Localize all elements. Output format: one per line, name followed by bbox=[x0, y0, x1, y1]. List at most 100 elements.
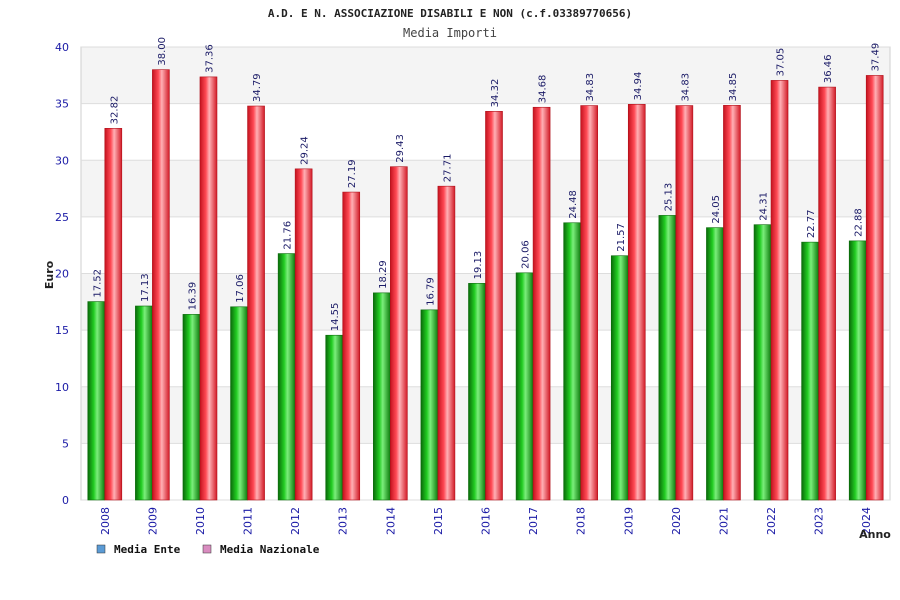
x-tick-label: 2018 bbox=[575, 507, 588, 535]
data-label: 16.39 bbox=[187, 282, 198, 311]
bar-media-nazionale-2014 bbox=[390, 166, 408, 501]
bar-media-ente-2022 bbox=[753, 224, 772, 501]
x-tick-label: 2014 bbox=[384, 507, 397, 535]
bar-media-nazionale-2018 bbox=[580, 105, 598, 501]
data-label: 25.13 bbox=[663, 183, 674, 212]
bar-media-ente-2009 bbox=[135, 305, 153, 501]
data-label: 19.13 bbox=[473, 251, 484, 280]
data-label: 22.77 bbox=[806, 209, 817, 238]
bar-media-nazionale-2015 bbox=[437, 185, 456, 501]
bar-media-ente-2011 bbox=[230, 306, 248, 501]
x-axis-label: Anno bbox=[859, 528, 891, 541]
data-label: 38.00 bbox=[157, 37, 168, 66]
data-label: 21.76 bbox=[283, 221, 294, 250]
x-tick-label: 2013 bbox=[337, 507, 350, 535]
bar-media-ente-2008 bbox=[87, 301, 106, 501]
bar-media-nazionale-2012 bbox=[294, 168, 313, 501]
y-tick-label: 5 bbox=[62, 437, 69, 450]
data-label: 37.49 bbox=[871, 43, 882, 72]
data-label: 17.13 bbox=[140, 273, 151, 302]
bars bbox=[87, 69, 884, 501]
data-label: 22.88 bbox=[854, 208, 865, 237]
x-tick-label: 2024 bbox=[860, 507, 873, 535]
data-label: 18.29 bbox=[378, 260, 389, 289]
data-label: 17.52 bbox=[92, 269, 103, 298]
y-tick-label: 25 bbox=[55, 211, 69, 224]
x-tick-label: 2008 bbox=[99, 507, 112, 535]
x-tick-label: 2020 bbox=[670, 507, 683, 535]
data-label: 14.55 bbox=[330, 303, 341, 332]
data-label: 34.94 bbox=[633, 72, 644, 101]
data-label: 29.43 bbox=[395, 134, 406, 163]
data-label: 17.06 bbox=[235, 274, 246, 303]
chart-subtitle: Media Importi bbox=[403, 26, 497, 40]
y-axis-label: Euro bbox=[43, 260, 56, 289]
bar-media-nazionale-2021 bbox=[723, 105, 741, 501]
bar-media-ente-2015 bbox=[420, 309, 439, 501]
bar-media-ente-2020 bbox=[658, 215, 677, 501]
bar-media-ente-2023 bbox=[801, 241, 819, 501]
data-label: 16.79 bbox=[425, 277, 436, 306]
x-axis-ticks: 2008 2009 2010 2011 2012 2013 2014 2015 2016 2017… bbox=[99, 507, 873, 535]
data-label: 34.79 bbox=[252, 73, 263, 102]
bar-media-ente-2014 bbox=[373, 292, 391, 501]
y-tick-label: 35 bbox=[55, 98, 69, 111]
data-label: 21.57 bbox=[616, 223, 627, 252]
y-axis-ticks: 0 5 10 15 20 25 30 35 40 bbox=[55, 41, 69, 507]
bar-media-nazionale-2023 bbox=[818, 86, 836, 501]
y-tick-label: 20 bbox=[55, 268, 69, 281]
data-label: 37.05 bbox=[776, 48, 787, 77]
bar-media-nazionale-2019 bbox=[627, 104, 646, 501]
data-label: 29.24 bbox=[300, 136, 311, 165]
x-tick-label: 2010 bbox=[194, 507, 207, 535]
bar-media-nazionale-2013 bbox=[342, 191, 361, 501]
data-label: 34.85 bbox=[728, 73, 739, 102]
data-label: 24.05 bbox=[711, 195, 722, 224]
bar-media-ente-2024 bbox=[848, 240, 867, 501]
bar-media-ente-2017 bbox=[515, 272, 534, 501]
bar-media-ente-2021 bbox=[706, 227, 724, 501]
x-tick-label: 2021 bbox=[717, 507, 730, 535]
data-label: 37.36 bbox=[204, 44, 215, 73]
x-tick-label: 2011 bbox=[242, 507, 255, 535]
bar-media-ente-2019 bbox=[610, 255, 629, 501]
bar-media-nazionale-2020 bbox=[675, 105, 694, 501]
data-label: 24.31 bbox=[759, 192, 770, 221]
bar-media-nazionale-2009 bbox=[152, 69, 170, 501]
bar-media-ente-2012 bbox=[277, 253, 296, 501]
x-tick-label: 2009 bbox=[146, 507, 159, 535]
bar-media-nazionale-2016 bbox=[485, 111, 503, 501]
y-tick-label: 40 bbox=[55, 41, 69, 54]
bar-media-nazionale-2011 bbox=[247, 105, 265, 501]
x-tick-label: 2023 bbox=[813, 507, 826, 535]
data-label: 32.82 bbox=[109, 96, 120, 125]
data-label: 36.46 bbox=[823, 54, 834, 83]
x-tick-label: 2022 bbox=[765, 507, 778, 535]
bar-media-ente-2010 bbox=[182, 314, 201, 501]
data-label: 34.83 bbox=[585, 73, 596, 102]
bar-media-nazionale-2008 bbox=[104, 128, 123, 501]
bar-media-ente-2013 bbox=[325, 334, 344, 501]
data-labels: 17.52 32.82 17.13 38.00 16.39 37.36 17.06 34.79… bbox=[92, 37, 881, 331]
legend-swatch-media-ente bbox=[96, 544, 106, 554]
legend-label-media-ente: Media Ente bbox=[114, 543, 181, 556]
y-tick-label: 30 bbox=[55, 154, 69, 167]
y-tick-label: 15 bbox=[55, 324, 69, 337]
x-tick-label: 2012 bbox=[289, 507, 302, 535]
bar-media-ente-2016 bbox=[468, 283, 486, 501]
x-tick-label: 2017 bbox=[527, 507, 540, 535]
data-label: 24.48 bbox=[568, 190, 579, 219]
data-label: 27.71 bbox=[442, 154, 453, 183]
chart-title: A.D. E N. ASSOCIAZIONE DISABILI E NON (c… bbox=[268, 7, 632, 20]
bar-media-nazionale-2024 bbox=[865, 75, 884, 501]
data-label: 34.32 bbox=[490, 79, 501, 108]
data-label: 20.06 bbox=[521, 240, 532, 269]
data-label: 27.19 bbox=[347, 159, 358, 188]
bar-media-nazionale-2017 bbox=[532, 106, 551, 501]
y-tick-label: 0 bbox=[62, 494, 69, 507]
bar-media-nazionale-2022 bbox=[770, 80, 789, 501]
y-tick-label: 10 bbox=[55, 381, 69, 394]
bar-media-ente-2018 bbox=[563, 222, 581, 501]
x-tick-label: 2016 bbox=[480, 507, 493, 535]
